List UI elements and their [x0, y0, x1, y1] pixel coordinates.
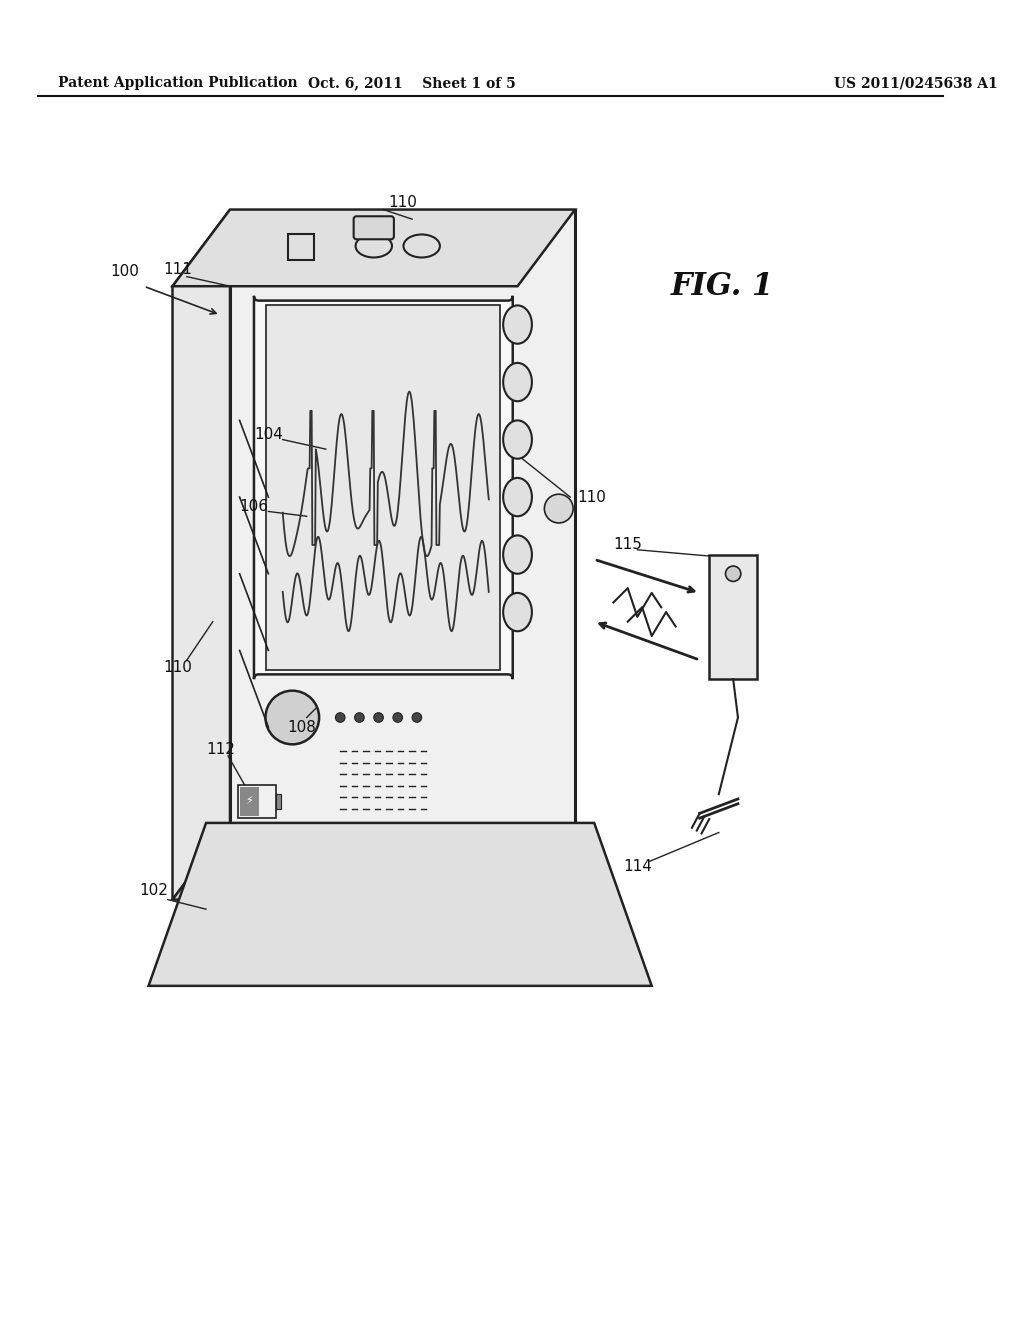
- Ellipse shape: [403, 235, 440, 257]
- Ellipse shape: [355, 235, 392, 257]
- Circle shape: [336, 713, 345, 722]
- Polygon shape: [276, 795, 281, 809]
- Polygon shape: [240, 787, 259, 816]
- Polygon shape: [238, 784, 276, 818]
- Circle shape: [265, 690, 319, 744]
- Polygon shape: [266, 305, 501, 669]
- Text: FIG. 1: FIG. 1: [671, 271, 774, 302]
- FancyBboxPatch shape: [254, 296, 513, 680]
- Text: 111: 111: [163, 263, 191, 277]
- Ellipse shape: [503, 305, 531, 343]
- Text: 110: 110: [388, 195, 417, 210]
- Text: 106: 106: [240, 499, 268, 515]
- Text: 114: 114: [623, 858, 651, 874]
- Ellipse shape: [503, 420, 531, 459]
- Polygon shape: [710, 554, 757, 680]
- Text: 110: 110: [163, 660, 191, 675]
- Text: 108: 108: [288, 719, 316, 735]
- Polygon shape: [172, 210, 575, 286]
- FancyBboxPatch shape: [353, 216, 394, 239]
- Polygon shape: [230, 210, 575, 822]
- Polygon shape: [148, 822, 651, 986]
- Text: Patent Application Publication: Patent Application Publication: [57, 77, 297, 90]
- Text: 115: 115: [613, 537, 642, 553]
- Text: 100: 100: [111, 264, 139, 280]
- Text: Oct. 6, 2011    Sheet 1 of 5: Oct. 6, 2011 Sheet 1 of 5: [308, 77, 516, 90]
- Circle shape: [725, 566, 740, 581]
- Text: 110: 110: [577, 490, 606, 504]
- Polygon shape: [288, 234, 314, 260]
- Circle shape: [545, 494, 573, 523]
- Text: 104: 104: [254, 428, 283, 442]
- Text: ⚡: ⚡: [246, 796, 253, 807]
- Ellipse shape: [503, 536, 531, 574]
- Ellipse shape: [503, 593, 531, 631]
- Polygon shape: [172, 822, 575, 900]
- Ellipse shape: [503, 363, 531, 401]
- Ellipse shape: [503, 478, 531, 516]
- Circle shape: [374, 713, 383, 722]
- Circle shape: [412, 713, 422, 722]
- Circle shape: [393, 713, 402, 722]
- Text: 102: 102: [139, 883, 168, 898]
- Circle shape: [354, 713, 365, 722]
- Text: 112: 112: [206, 742, 234, 756]
- Text: US 2011/0245638 A1: US 2011/0245638 A1: [834, 77, 997, 90]
- Polygon shape: [172, 210, 230, 900]
